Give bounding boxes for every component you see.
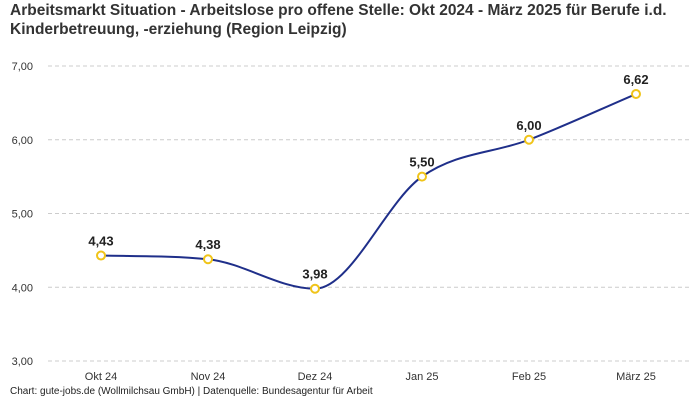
grid-lines <box>48 65 690 362</box>
y-tick-label: 6,00 <box>12 135 33 147</box>
data-labels: 4,43 4,38 3,98 5,50 6,00 6,62 <box>88 72 648 282</box>
x-tick-label: Feb 25 <box>512 371 546 383</box>
y-tick-label: 3,00 <box>12 356 33 368</box>
data-label: 6,62 <box>623 72 648 87</box>
data-markers <box>96 89 641 294</box>
data-point <box>631 89 641 100</box>
x-tick-label: Nov 24 <box>191 371 226 383</box>
y-tick-label: 4,00 <box>12 282 33 294</box>
y-axis-ticks: 3,00 4,00 5,00 6,00 7,00 <box>12 61 33 368</box>
data-point <box>310 283 320 294</box>
y-tick-label: 5,00 <box>12 209 33 221</box>
data-label: 5,50 <box>409 155 434 170</box>
x-tick-label: Dez 24 <box>298 371 333 383</box>
chart-title: Arbeitsmarkt Situation - Arbeitslose pro… <box>10 2 667 38</box>
y-tick-label: 7,00 <box>12 61 33 73</box>
x-tick-label: Jan 25 <box>405 371 438 383</box>
data-point <box>524 134 534 145</box>
data-point <box>417 171 427 182</box>
data-label: 6,00 <box>516 118 541 133</box>
series-line <box>100 93 637 290</box>
x-tick-label: Okt 24 <box>85 371 117 383</box>
data-label: 3,98 <box>302 267 327 282</box>
data-label: 4,43 <box>88 234 113 249</box>
data-point <box>203 254 213 265</box>
x-tick-label: März 25 <box>616 371 656 383</box>
data-point <box>96 250 106 261</box>
data-label: 4,38 <box>195 237 220 252</box>
source-note: Chart: gute-jobs.de (Wollmilchsau GmbH) … <box>10 386 373 397</box>
x-axis-ticks: Okt 24 Nov 24 Dez 24 Jan 25 Feb 25 März 25 <box>85 371 656 383</box>
